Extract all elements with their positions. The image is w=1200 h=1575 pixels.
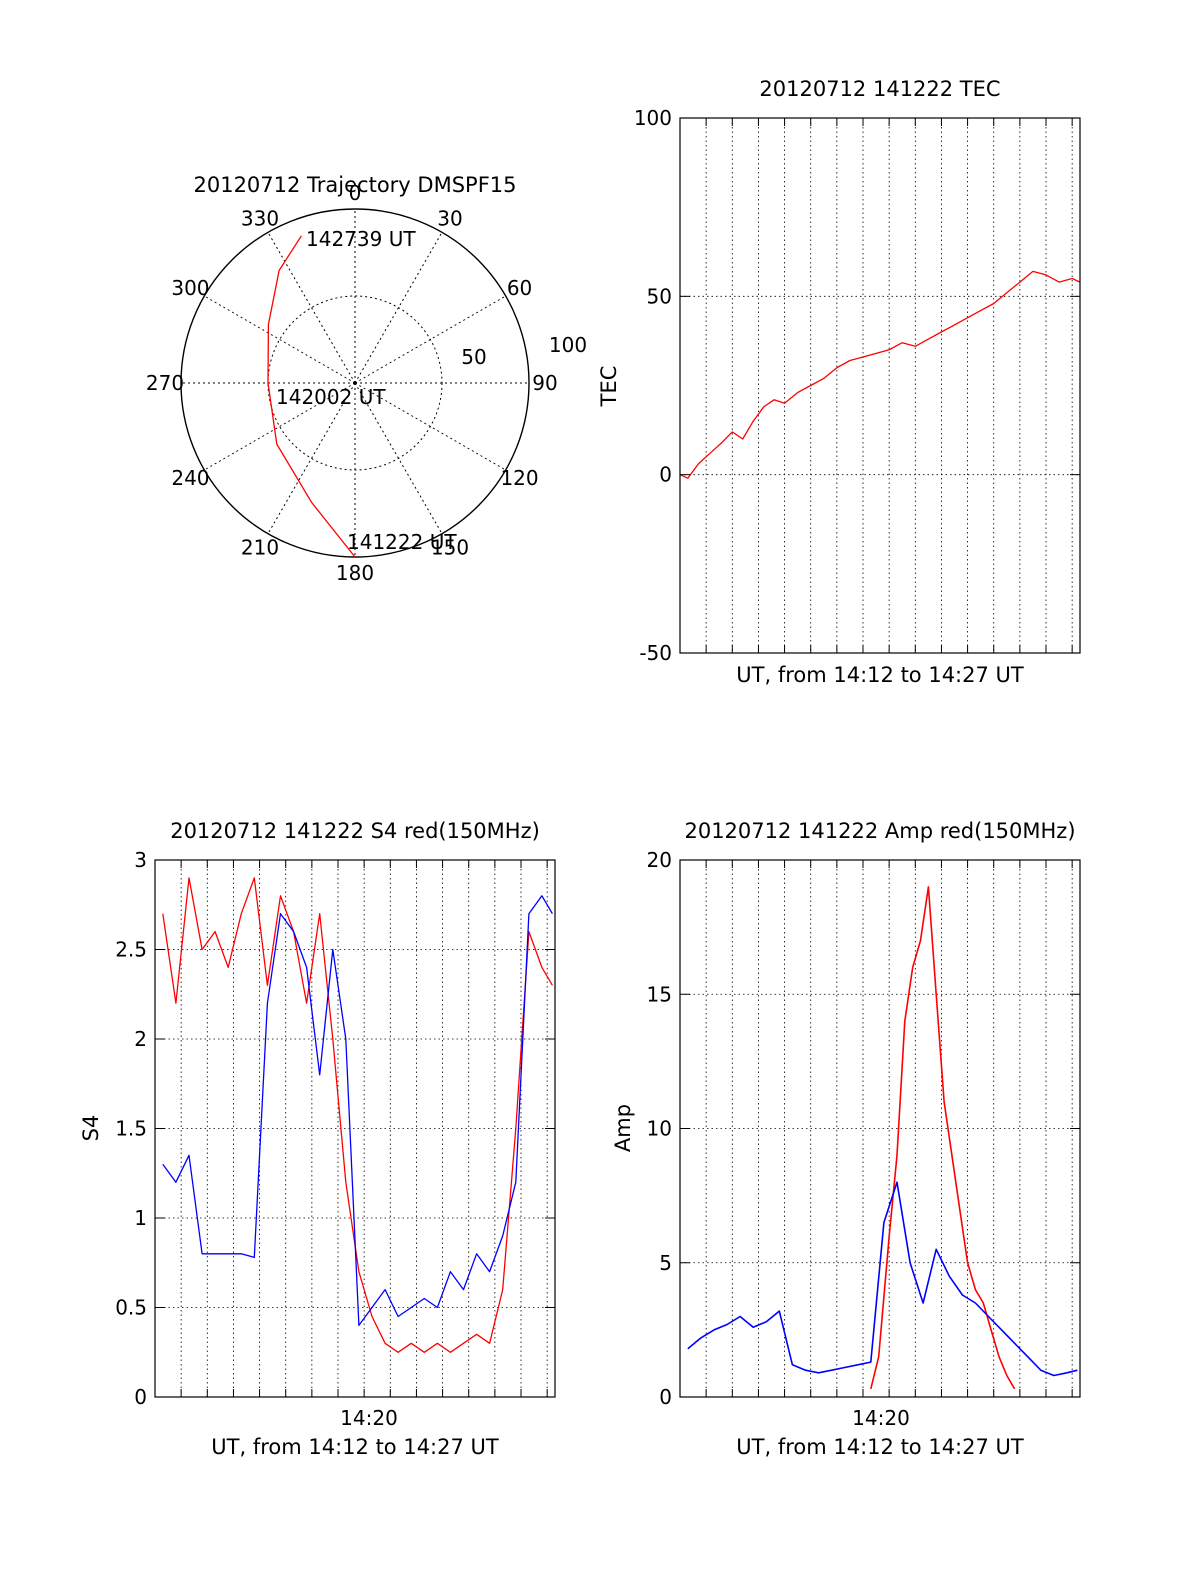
y-tick-label: 10 xyxy=(647,1117,672,1141)
polar-annotation-end: 142739 UT xyxy=(306,227,416,251)
polar-angle-label: 270 xyxy=(146,371,184,395)
polar-spoke-330 xyxy=(267,232,356,384)
polar-panel: 20120712 Trajectory DMSPF15 0 30 60 90 120 15… xyxy=(146,173,587,585)
amp-xtick-label: 14:20 xyxy=(852,1406,910,1430)
y-tick-label: 2.5 xyxy=(115,938,147,962)
y-tick-label: 0 xyxy=(134,1385,147,1409)
amp-series xyxy=(687,886,1078,1390)
s4-line-0 xyxy=(162,877,553,1353)
polar-angle-label: 60 xyxy=(507,276,532,300)
y-tick-label: 0.5 xyxy=(115,1296,147,1320)
s4-panel: 20120712 141222 S4 red(150MHz) 0 0.5 1 1.5 2… xyxy=(79,819,556,1459)
polar-angle-label: 240 xyxy=(171,466,209,490)
polar-spoke-30 xyxy=(354,232,443,384)
polar-angle-label: 300 xyxy=(171,276,209,300)
s4-title: 20120712 141222 S4 red(150MHz) xyxy=(170,819,540,843)
y-tick-label: 1.5 xyxy=(115,1117,147,1141)
amp-line-1 xyxy=(687,1181,1078,1377)
amp-line-0 xyxy=(870,886,1016,1390)
polar-angle-label: 0 xyxy=(349,181,362,205)
polar-angle-label: 120 xyxy=(500,466,538,490)
polar-angle-label: 90 xyxy=(532,371,557,395)
polar-angle-label: 180 xyxy=(336,561,374,585)
amp-yticks: 0 5 10 15 20 xyxy=(647,848,1080,1409)
polar-radial-label-50: 50 xyxy=(461,345,486,369)
tec-grid xyxy=(680,117,1080,654)
polar-spoke-120 xyxy=(354,382,506,471)
tec-series xyxy=(679,270,1081,479)
polar-angle-label: 30 xyxy=(437,206,462,230)
polar-radial-label-100: 100 xyxy=(549,333,587,357)
s4-xtick-label: 14:20 xyxy=(340,1406,398,1430)
polar-annotation-mid: 142002 UT xyxy=(276,385,386,409)
y-tick-label: 1 xyxy=(134,1206,147,1230)
s4-series xyxy=(162,877,553,1353)
s4-yticks: 0 0.5 1 1.5 2 2.5 3 xyxy=(115,848,555,1409)
polar-spoke-60 xyxy=(354,295,506,384)
polar-angle-label: 150 xyxy=(431,536,469,560)
polar-angle-label: 210 xyxy=(241,536,279,560)
y-tick-label: 0 xyxy=(659,1385,672,1409)
polar-trajectory-line xyxy=(267,235,356,558)
tec-title: 20120712 141222 TEC xyxy=(759,77,1000,101)
amp-ylabel: Amp xyxy=(611,1104,635,1152)
y-tick-label: 0 xyxy=(659,463,672,487)
y-tick-label: 5 xyxy=(659,1251,672,1275)
polar-grid xyxy=(180,208,530,558)
polar-title: 20120712 Trajectory DMSPF15 xyxy=(193,173,516,197)
y-tick-label: 15 xyxy=(647,982,672,1006)
amp-panel: 20120712 141222 Amp red(150MHz) 0 5 10 15 20… xyxy=(611,819,1081,1459)
polar-spoke-150 xyxy=(354,382,443,534)
s4-ylabel: S4 xyxy=(79,1115,103,1142)
s4-grid xyxy=(155,859,555,1398)
y-tick-label: 20 xyxy=(647,848,672,872)
polar-annotation-start: 141222 UT xyxy=(347,530,457,554)
tec-panel: 20120712 141222 TEC -50 0 50 100 UT, from 1… xyxy=(597,77,1081,687)
y-tick-label: 100 xyxy=(634,106,672,130)
s4-xlabel: UT, from 14:12 to 14:27 UT xyxy=(211,1435,499,1459)
y-tick-label: 2 xyxy=(134,1027,147,1051)
tec-ylabel: TEC xyxy=(597,366,621,408)
s4-line-1 xyxy=(162,895,553,1327)
polar-spoke-210 xyxy=(267,382,356,534)
tec-xlabel: UT, from 14:12 to 14:27 UT xyxy=(736,663,1024,687)
polar-series xyxy=(267,235,356,558)
y-tick-label: 3 xyxy=(134,848,147,872)
polar-spoke-300 xyxy=(204,295,356,384)
polar-spoke-240 xyxy=(204,382,356,471)
tec-frame xyxy=(679,117,1081,654)
tec-line-0 xyxy=(679,270,1081,479)
polar-angle-label: 330 xyxy=(241,206,279,230)
amp-xlabel: UT, from 14:12 to 14:27 UT xyxy=(736,1435,1024,1459)
y-tick-label: -50 xyxy=(639,641,672,665)
amp-title: 20120712 141222 Amp red(150MHz) xyxy=(684,819,1075,843)
polar-angle-labels: 0 30 60 90 120 150 180 210 240 270 300 330 xyxy=(146,181,558,585)
y-tick-label: 50 xyxy=(647,284,672,308)
tec-yticks: -50 0 50 100 xyxy=(634,106,1080,665)
